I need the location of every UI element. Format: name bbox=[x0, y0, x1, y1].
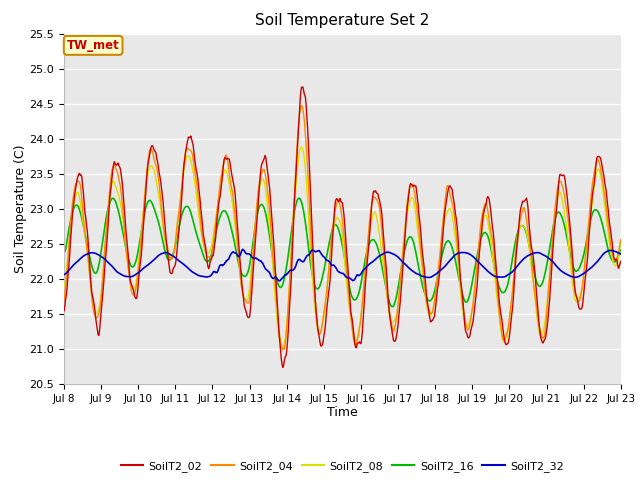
SoilT2_32 bbox=[445, 259, 452, 265]
SoilT2_32 bbox=[568, 274, 575, 279]
SoilT2_04 bbox=[60, 297, 68, 303]
SoilT2_04 bbox=[279, 347, 287, 353]
Line: SoilT2_04: SoilT2_04 bbox=[64, 106, 621, 350]
SoilT2_16 bbox=[390, 303, 397, 309]
SoilT2_16 bbox=[445, 238, 452, 243]
SoilT2_02 bbox=[60, 308, 68, 314]
SoilT2_16 bbox=[109, 195, 116, 201]
SoilT2_32 bbox=[182, 264, 190, 269]
SoilT2_08 bbox=[335, 217, 343, 223]
Legend: SoilT2_02, SoilT2_04, SoilT2_08, SoilT2_16, SoilT2_32: SoilT2_02, SoilT2_04, SoilT2_08, SoilT2_… bbox=[116, 457, 568, 477]
SoilT2_08 bbox=[278, 346, 286, 351]
SoilT2_16 bbox=[60, 250, 68, 256]
SoilT2_04 bbox=[298, 103, 305, 108]
SoilT2_08 bbox=[206, 248, 214, 253]
SoilT2_32 bbox=[335, 269, 343, 275]
SoilT2_02 bbox=[390, 337, 397, 343]
SoilT2_16 bbox=[335, 227, 342, 232]
SoilT2_32 bbox=[617, 251, 625, 257]
SoilT2_16 bbox=[617, 247, 625, 253]
SoilT2_02 bbox=[298, 84, 306, 90]
SoilT2_32 bbox=[276, 278, 284, 284]
SoilT2_08 bbox=[445, 207, 452, 213]
SoilT2_02 bbox=[335, 198, 343, 204]
SoilT2_16 bbox=[183, 204, 191, 209]
SoilT2_04 bbox=[182, 147, 190, 153]
SoilT2_16 bbox=[568, 257, 575, 263]
SoilT2_32 bbox=[60, 272, 68, 277]
Text: TW_met: TW_met bbox=[67, 39, 120, 52]
SoilT2_02 bbox=[279, 364, 287, 370]
Line: SoilT2_02: SoilT2_02 bbox=[64, 87, 621, 367]
Line: SoilT2_32: SoilT2_32 bbox=[64, 249, 621, 281]
SoilT2_02 bbox=[617, 259, 625, 264]
X-axis label: Time: Time bbox=[327, 407, 358, 420]
SoilT2_32 bbox=[390, 251, 397, 257]
SoilT2_04 bbox=[568, 252, 575, 258]
SoilT2_16 bbox=[389, 304, 397, 310]
Y-axis label: Soil Temperature (C): Soil Temperature (C) bbox=[13, 144, 27, 273]
SoilT2_32 bbox=[239, 246, 246, 252]
Title: Soil Temperature Set 2: Soil Temperature Set 2 bbox=[255, 13, 429, 28]
SoilT2_02 bbox=[568, 238, 575, 244]
Line: SoilT2_08: SoilT2_08 bbox=[64, 147, 621, 348]
SoilT2_04 bbox=[335, 200, 343, 205]
SoilT2_04 bbox=[390, 329, 397, 335]
SoilT2_08 bbox=[568, 270, 575, 276]
SoilT2_16 bbox=[207, 253, 215, 259]
SoilT2_08 bbox=[390, 319, 397, 324]
SoilT2_02 bbox=[182, 146, 190, 152]
SoilT2_02 bbox=[206, 259, 214, 264]
SoilT2_32 bbox=[206, 273, 214, 279]
SoilT2_04 bbox=[445, 183, 452, 189]
SoilT2_08 bbox=[182, 156, 190, 162]
SoilT2_04 bbox=[617, 237, 625, 242]
SoilT2_08 bbox=[60, 284, 68, 290]
SoilT2_08 bbox=[617, 240, 625, 245]
Line: SoilT2_16: SoilT2_16 bbox=[64, 198, 621, 307]
SoilT2_04 bbox=[206, 254, 214, 260]
SoilT2_08 bbox=[298, 144, 305, 150]
SoilT2_02 bbox=[445, 186, 452, 192]
